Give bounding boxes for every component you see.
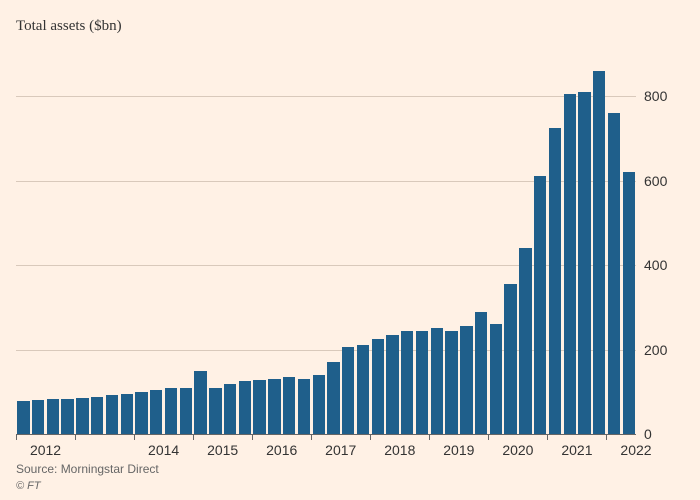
bar xyxy=(135,392,147,434)
bar xyxy=(416,331,428,434)
bar xyxy=(578,92,590,434)
x-tick-label: 2014 xyxy=(148,442,179,458)
bar xyxy=(623,172,635,434)
y-tick-label: 600 xyxy=(644,173,667,189)
y-tick-label: 400 xyxy=(644,257,667,273)
bar xyxy=(121,394,133,434)
bar xyxy=(445,331,457,434)
x-tick-mark xyxy=(134,434,135,440)
x-tick-mark xyxy=(16,434,17,440)
bar xyxy=(327,362,339,434)
bar xyxy=(32,400,44,434)
bar xyxy=(593,71,605,434)
y-tick-label: 0 xyxy=(644,426,652,442)
bar xyxy=(475,312,487,434)
plot-region xyxy=(16,54,636,434)
bars-container xyxy=(16,54,636,434)
x-tick-label: 2016 xyxy=(266,442,297,458)
bar xyxy=(224,384,236,434)
bar xyxy=(490,324,502,434)
bar xyxy=(342,347,354,434)
bar xyxy=(608,113,620,434)
bar xyxy=(239,381,251,434)
y-tick-label: 200 xyxy=(644,342,667,358)
bar xyxy=(180,388,192,434)
bar xyxy=(460,326,472,434)
bar xyxy=(150,390,162,434)
bar xyxy=(298,379,310,434)
bar xyxy=(61,399,73,434)
x-tick-mark xyxy=(488,434,489,440)
bar xyxy=(357,345,369,434)
baseline xyxy=(16,434,636,435)
bar xyxy=(76,398,88,434)
copyright-text: © FT xyxy=(16,480,41,492)
y-tick-label: 800 xyxy=(644,88,667,104)
bar xyxy=(401,331,413,434)
bar xyxy=(106,395,118,434)
x-tick-mark xyxy=(193,434,194,440)
bar xyxy=(165,388,177,434)
x-tick-mark xyxy=(311,434,312,440)
x-tick-label: 2018 xyxy=(384,442,415,458)
bar xyxy=(283,377,295,434)
chart-subtitle: Total assets ($bn) xyxy=(16,18,122,35)
x-tick-label: 2012 xyxy=(30,442,61,458)
x-tick-mark xyxy=(370,434,371,440)
x-tick-mark xyxy=(606,434,607,440)
bar xyxy=(209,388,221,434)
x-tick-label: 2019 xyxy=(443,442,474,458)
bar xyxy=(372,339,384,434)
source-text: Source: Morningstar Direct xyxy=(16,462,159,476)
bar xyxy=(313,375,325,434)
bar xyxy=(47,399,59,434)
bar xyxy=(564,94,576,434)
bar xyxy=(549,128,561,434)
x-tick-mark xyxy=(75,434,76,440)
bar xyxy=(431,328,443,434)
chart-area: 0200400600800 20122014201520162017201820… xyxy=(16,54,684,434)
bar xyxy=(268,379,280,434)
x-tick-mark xyxy=(547,434,548,440)
x-tick-label: 2022 xyxy=(620,442,651,458)
x-tick-label: 2015 xyxy=(207,442,238,458)
x-tick-mark xyxy=(252,434,253,440)
x-tick-label: 2020 xyxy=(502,442,533,458)
bar xyxy=(17,401,29,434)
x-tick-mark xyxy=(429,434,430,440)
bar xyxy=(519,248,531,434)
bar xyxy=(386,335,398,434)
bar xyxy=(534,176,546,434)
bar xyxy=(91,397,103,434)
x-tick-label: 2021 xyxy=(561,442,592,458)
bar xyxy=(253,380,265,434)
bar xyxy=(194,371,206,434)
x-tick-label: 2017 xyxy=(325,442,356,458)
bar xyxy=(504,284,516,434)
